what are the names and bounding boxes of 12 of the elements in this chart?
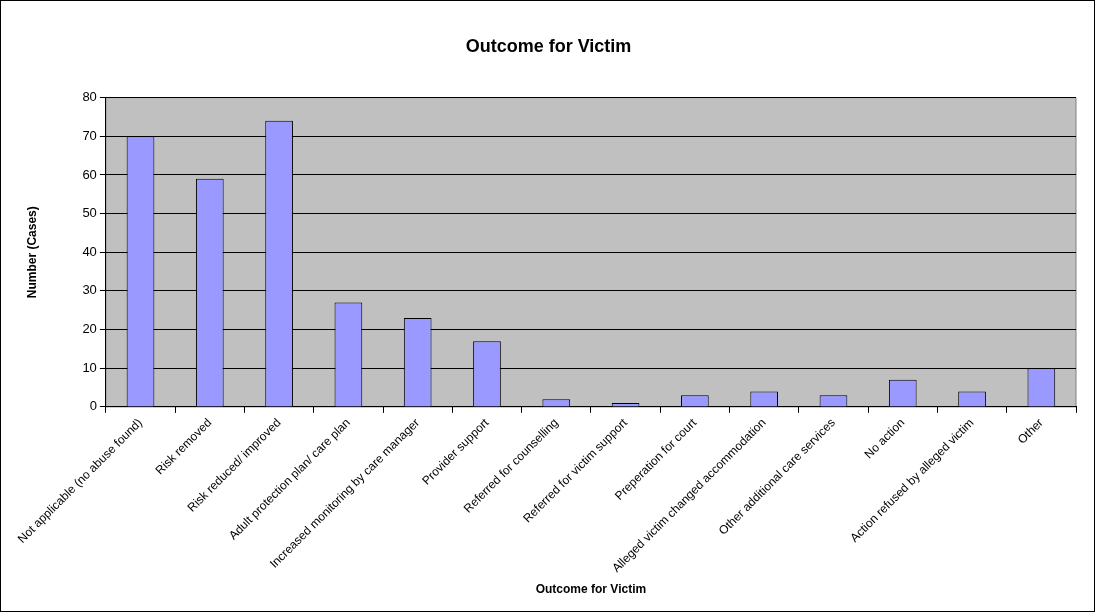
y-tick-label: 0 — [89, 398, 97, 414]
y-tick-label: 20 — [82, 321, 97, 337]
y-tick-label: 40 — [82, 243, 97, 259]
y-tick-label: 80 — [82, 89, 97, 105]
y-tick-label: 60 — [82, 166, 97, 182]
y-tick-label: 70 — [82, 127, 97, 143]
y-tick-label: 10 — [82, 359, 97, 375]
y-tick-label: 50 — [82, 205, 97, 221]
x-axis-title: Outcome for Victim — [535, 582, 647, 597]
chart-title: Outcome for Victim — [465, 35, 632, 56]
y-tick-label: 30 — [82, 282, 97, 298]
y-axis-title: Number (Cases) — [24, 206, 39, 299]
